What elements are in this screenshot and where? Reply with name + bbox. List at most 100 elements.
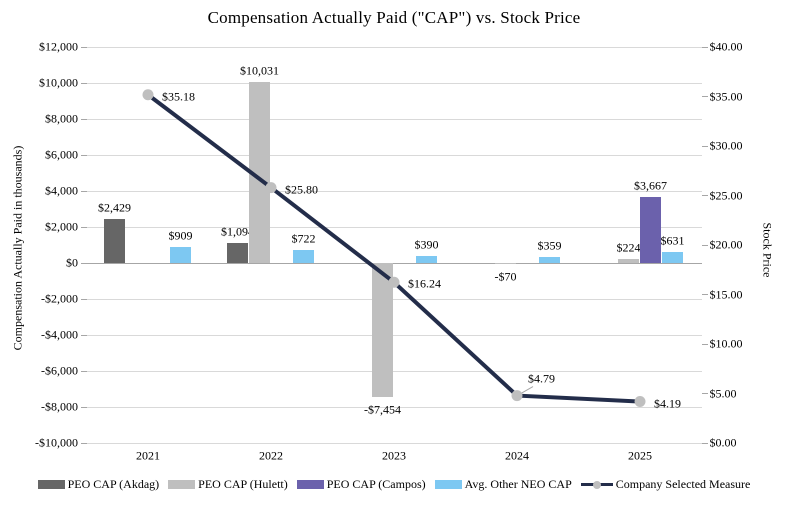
left-axis-tick-label: $4,000 <box>45 183 78 198</box>
neo-legend-swatch <box>434 480 462 489</box>
right-axis-tick-label: $25.00 <box>709 188 743 202</box>
gridline <box>86 334 702 336</box>
right-axis-tick <box>701 195 708 196</box>
hulett-bar-2022 <box>249 82 270 263</box>
label-leader-line <box>518 386 534 396</box>
left-axis-tick <box>80 118 87 120</box>
left-axis-tick <box>80 46 87 48</box>
left-axis-tick <box>80 82 87 84</box>
hulett-bar-2023 <box>372 263 393 398</box>
right-axis-tick-label: $30.00 <box>709 138 743 153</box>
hulett-legend-swatch <box>168 480 196 489</box>
legend-item: PEO CAP (Hulett) <box>168 477 288 492</box>
legend-item: Avg. Other NEO CAP <box>434 477 572 492</box>
line-value-label: $25.80 <box>285 182 318 197</box>
line-marker-legend-swatch <box>580 480 613 490</box>
akdag-legend-swatch <box>37 480 65 489</box>
campos-bar-2025 <box>640 196 661 263</box>
left-axis-title: Compensation Actually Paid in thousands) <box>10 145 25 351</box>
legend-item-label: PEO CAP (Campos) <box>326 477 426 491</box>
line-marker <box>511 390 523 402</box>
right-axis-tick-label: $0.00 <box>709 435 737 450</box>
left-axis-tick-label: -$2,000 <box>41 291 78 306</box>
hulett-bar-2024 <box>495 263 516 265</box>
bar-value-label: -$7,454 <box>364 402 401 417</box>
hulett-bar-2025 <box>618 258 639 263</box>
gridline <box>86 190 702 192</box>
campos-legend-swatch <box>296 480 324 489</box>
right-axis-tick <box>701 145 708 147</box>
left-axis-tick-label: $0 <box>66 255 78 270</box>
bar-value-label: $224 <box>616 240 641 255</box>
left-axis-tick <box>80 262 87 264</box>
left-axis-tick-label: $12,000 <box>39 39 78 54</box>
bar-value-label: $631 <box>660 233 685 248</box>
neo-bar-2022 <box>293 250 314 263</box>
left-axis-tick <box>80 370 87 372</box>
legend-item: Company Selected Measure <box>580 477 751 492</box>
x-axis-label: 2022 <box>259 448 283 463</box>
line-value-label: $4.19 <box>654 396 681 411</box>
bar-value-label: $359 <box>537 238 562 253</box>
gridline <box>86 442 702 444</box>
x-axis-label: 2021 <box>136 448 160 463</box>
gridline <box>86 154 702 156</box>
bar-value-label: $3,667 <box>634 178 667 193</box>
line-value-label: $16.24 <box>408 276 441 291</box>
gridline <box>86 298 702 300</box>
left-axis-tick-label: $10,000 <box>39 75 78 90</box>
bar-value-label: $10,031 <box>240 63 279 78</box>
bar-value-label: $2,429 <box>98 200 131 215</box>
neo-bar-2023 <box>416 255 437 263</box>
company-selected-measure-line <box>146 93 641 404</box>
right-axis-tick-label: $5.00 <box>709 386 737 400</box>
x-axis-label: 2023 <box>382 448 406 463</box>
right-axis-tick-label: $40.00 <box>709 39 743 54</box>
left-axis-tick <box>80 298 87 300</box>
bar-value-label: $909 <box>168 228 193 243</box>
akdag-bar-2021 <box>104 219 125 263</box>
line-value-label: $4.79 <box>528 371 555 386</box>
legend-item-label: PEO CAP (Hulett) <box>198 477 288 491</box>
right-axis-tick <box>701 244 708 246</box>
chart-title: Compensation Actually Paid ("CAP") vs. S… <box>207 8 581 27</box>
line-marker <box>634 396 646 408</box>
right-axis-tick-label: $15.00 <box>709 287 743 301</box>
gridline <box>86 118 702 120</box>
left-axis-tick <box>80 334 87 336</box>
legend: PEO CAP (Akdag) PEO CAP (Hulett) PEO CAP (… <box>0 477 788 492</box>
left-axis-tick-label: -$6,000 <box>41 363 78 378</box>
gridline <box>86 406 702 408</box>
x-axis-label: 2024 <box>505 448 529 463</box>
left-axis-tick <box>80 154 87 156</box>
left-axis-tick-label: $6,000 <box>45 147 78 162</box>
right-axis-tick <box>701 442 708 444</box>
right-axis-tick <box>701 294 708 295</box>
gridline <box>86 46 702 48</box>
legend-item: PEO CAP (Akdag) <box>37 477 159 492</box>
legend-line-dot <box>592 480 601 489</box>
right-axis-tick <box>701 96 708 97</box>
left-axis-tick-label: -$4,000 <box>41 327 78 342</box>
left-axis-tick-label: $8,000 <box>45 111 78 126</box>
right-axis-tick-label: $35.00 <box>709 89 743 103</box>
neo-bar-2021 <box>170 246 191 263</box>
akdag-bar-2022 <box>227 243 248 263</box>
bar-value-label: -$70 <box>494 269 517 284</box>
right-axis-tick <box>701 46 708 48</box>
left-axis-tick-label: -$10,000 <box>35 435 78 450</box>
gridline <box>86 82 702 84</box>
left-axis-tick <box>80 226 87 228</box>
bar-value-label: $722 <box>291 231 316 246</box>
left-axis-tick-label: $2,000 <box>45 219 78 234</box>
right-axis-tick <box>701 393 708 394</box>
left-axis-tick-label: -$8,000 <box>41 399 78 414</box>
left-axis-tick <box>80 190 87 192</box>
right-axis-title: Stock Price <box>760 222 775 278</box>
right-axis-tick-label: $20.00 <box>709 237 743 252</box>
bar-value-label: $390 <box>414 237 439 252</box>
gridline <box>86 370 702 372</box>
legend-item-label: Company Selected Measure <box>615 477 751 491</box>
neo-bar-2025 <box>662 251 683 263</box>
